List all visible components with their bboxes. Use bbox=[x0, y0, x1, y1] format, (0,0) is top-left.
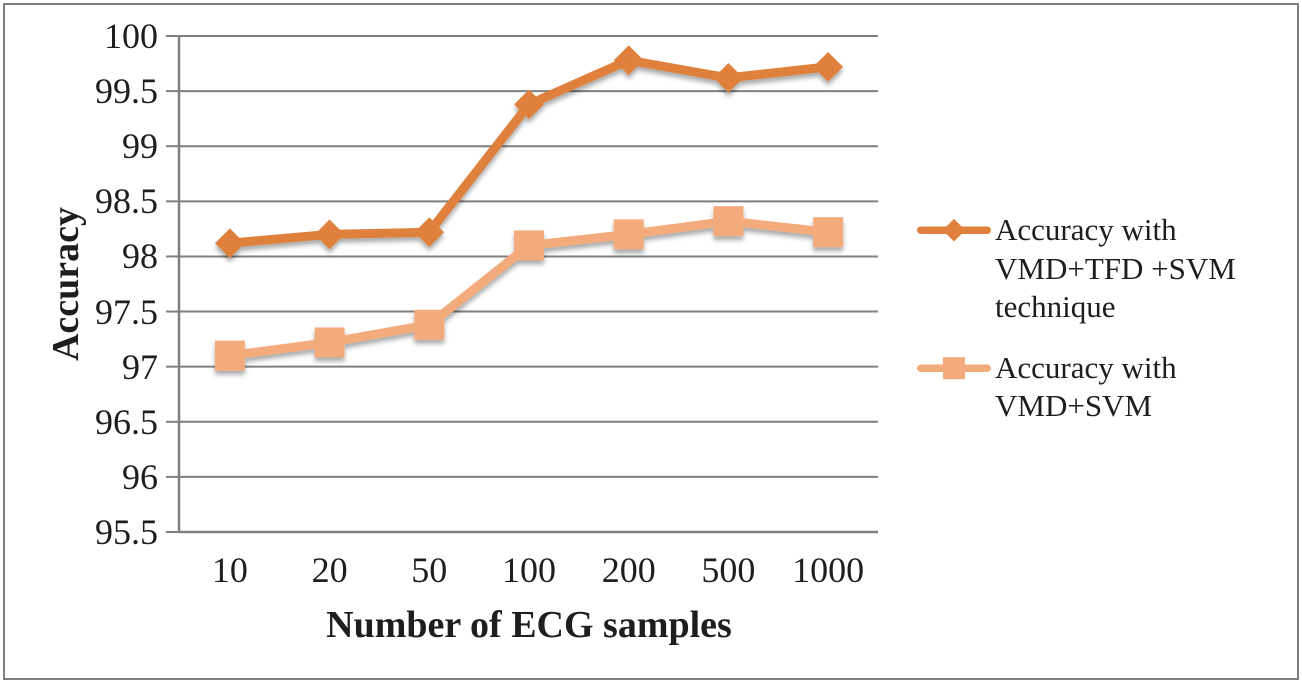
x-tick-label: 500 bbox=[701, 550, 756, 590]
y-tick-label: 99.5 bbox=[95, 71, 158, 112]
x-tick-label: 10 bbox=[211, 550, 248, 590]
y-tick-label: 98.5 bbox=[95, 181, 158, 222]
y-tick-label: 100 bbox=[104, 16, 158, 56]
y-tick-label: 98 bbox=[122, 236, 158, 277]
y-tick-label: 99 bbox=[122, 126, 158, 167]
y-tick-label: 96 bbox=[122, 456, 158, 497]
legend-marker-square-icon bbox=[917, 356, 991, 379]
y-axis-title: Accuracy bbox=[45, 206, 87, 362]
x-tick-label: 100 bbox=[502, 550, 556, 590]
legend-entry-vmd-tfd-svm: Accuracy with VMD+TFD +SVM technique bbox=[916, 211, 1236, 327]
x-axis-title: Number of ECG samples bbox=[326, 604, 732, 646]
x-tick-label: 200 bbox=[601, 550, 656, 590]
legend-label: Accuracy with VMD+SVM bbox=[995, 349, 1177, 424]
y-tick-label: 95.5 bbox=[95, 512, 158, 552]
x-tick-label: 50 bbox=[411, 550, 448, 590]
x-tick-label: 20 bbox=[311, 550, 348, 590]
legend: Accuracy with VMD+TFD +SVM technique Acc… bbox=[916, 211, 1236, 426]
legend-label: Accuracy with VMD+TFD +SVM technique bbox=[995, 212, 1236, 324]
x-tick-label: 1000 bbox=[792, 550, 865, 590]
y-tick-label: 96.5 bbox=[95, 401, 158, 442]
y-tick-label: 97 bbox=[122, 346, 158, 387]
legend-marker-diamond-icon bbox=[917, 218, 991, 242]
y-tick-label: 97.5 bbox=[95, 291, 158, 332]
legend-entry-vmd-svm: Accuracy with VMD+SVM bbox=[916, 349, 1236, 426]
